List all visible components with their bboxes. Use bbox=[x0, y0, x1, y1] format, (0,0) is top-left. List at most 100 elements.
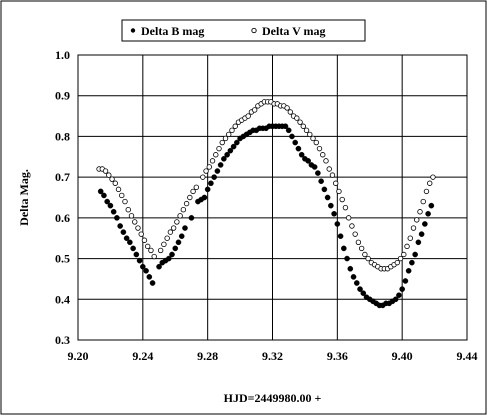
delta-b-point bbox=[149, 280, 156, 286]
delta-b-point bbox=[334, 221, 341, 227]
delta-v-point bbox=[132, 219, 138, 225]
delta-b-point bbox=[402, 278, 409, 284]
delta-b-point bbox=[97, 188, 104, 195]
x-tick-label: 9.24 bbox=[132, 349, 153, 363]
delta-v-point bbox=[316, 145, 323, 152]
delta-b-point bbox=[146, 274, 153, 280]
delta-v-point bbox=[417, 209, 423, 215]
delta-b-point bbox=[143, 267, 149, 274]
delta-v-point bbox=[251, 107, 258, 113]
delta-v-point bbox=[430, 174, 436, 180]
delta-v-point bbox=[213, 152, 219, 158]
delta-b-point bbox=[188, 215, 195, 221]
delta-b-point bbox=[178, 233, 185, 239]
delta-v-point bbox=[339, 196, 345, 203]
delta-b-point bbox=[360, 290, 367, 296]
delta-b-point bbox=[295, 145, 302, 152]
delta-b-point bbox=[353, 280, 360, 286]
delta-b-point bbox=[282, 123, 289, 130]
delta-v-point bbox=[203, 168, 209, 174]
delta-b-point bbox=[415, 239, 422, 246]
x-tick-label: 9.20 bbox=[68, 349, 89, 363]
delta-v-point bbox=[349, 223, 355, 229]
y-tick-label: 0.4 bbox=[55, 292, 70, 306]
delta-b-point bbox=[399, 286, 405, 292]
delta-v-point bbox=[157, 247, 164, 254]
delta-b-point bbox=[204, 186, 211, 193]
delta-v-point bbox=[404, 243, 410, 250]
delta-b-point bbox=[182, 225, 188, 231]
delta-v-point bbox=[336, 188, 342, 195]
delta-v-point bbox=[329, 172, 336, 178]
x-tick-label: 9.44 bbox=[457, 349, 478, 363]
legend-label-delta-v: Delta V mag bbox=[262, 24, 326, 38]
delta-v-point bbox=[125, 207, 131, 213]
delta-b-point bbox=[428, 202, 435, 209]
delta-v-point bbox=[122, 198, 128, 205]
y-tick-label: 0.8 bbox=[55, 129, 70, 143]
delta-v-point bbox=[174, 219, 180, 225]
delta-b-point bbox=[311, 164, 318, 170]
delta-v-point bbox=[226, 131, 232, 138]
delta-v-point bbox=[303, 127, 310, 134]
delta-v-point bbox=[170, 225, 177, 231]
delta-v-point bbox=[190, 188, 196, 195]
delta-b-point bbox=[324, 194, 331, 201]
delta-b-point bbox=[350, 274, 357, 280]
delta-v-point bbox=[141, 237, 148, 243]
x-axis-title: HJD=2449980.00 + bbox=[224, 391, 322, 405]
delta-v-point bbox=[187, 194, 193, 201]
delta-b-point bbox=[110, 208, 117, 215]
delta-b-point bbox=[123, 235, 130, 242]
delta-v-point bbox=[200, 174, 206, 180]
delta-b-point bbox=[412, 251, 418, 258]
delta-v-point bbox=[355, 239, 362, 245]
delta-v-point bbox=[148, 247, 154, 254]
delta-v-point bbox=[138, 231, 144, 237]
delta-v-point bbox=[216, 145, 222, 152]
delta-b-point bbox=[392, 296, 399, 303]
delta-b-point bbox=[140, 263, 146, 270]
delta-b-point bbox=[133, 251, 140, 258]
delta-b-point bbox=[130, 245, 136, 252]
delta-b-point bbox=[357, 286, 363, 292]
delta-v-point bbox=[112, 180, 118, 186]
delta-b-point bbox=[418, 231, 425, 237]
delta-v-point bbox=[362, 251, 368, 258]
delta-b-point bbox=[117, 223, 123, 229]
delta-b-point bbox=[120, 229, 127, 235]
delta-b-point bbox=[318, 178, 324, 185]
delta-v-point bbox=[294, 115, 300, 121]
delta-b-point bbox=[422, 221, 428, 227]
delta-v-point bbox=[320, 152, 326, 158]
delta-v-point bbox=[414, 217, 420, 223]
delta-b-point bbox=[396, 292, 402, 299]
delta-v-point bbox=[410, 225, 417, 231]
delta-b-point bbox=[234, 139, 240, 146]
delta-b-point bbox=[328, 202, 334, 209]
delta-v-point bbox=[358, 245, 365, 252]
y-axis-title: Delta Mag. bbox=[17, 169, 31, 226]
delta-v-point bbox=[313, 139, 319, 146]
delta-b-point bbox=[347, 265, 354, 272]
delta-b-point bbox=[405, 267, 412, 274]
delta-v-point bbox=[222, 135, 229, 142]
x-tick-labels: 9.20 9.24 9.28 9.32 9.36 9.40 9.44 bbox=[68, 349, 478, 363]
x-tick-label: 9.36 bbox=[327, 349, 348, 363]
delta-b-point bbox=[331, 210, 337, 217]
delta-b-point bbox=[292, 139, 298, 146]
delta-b-point bbox=[305, 158, 311, 164]
delta-v-point bbox=[342, 204, 349, 211]
delta-b-point bbox=[217, 162, 224, 168]
delta-b-point bbox=[315, 170, 321, 176]
delta-v-point bbox=[102, 168, 109, 174]
y-tick-label: 0.3 bbox=[55, 333, 70, 347]
delta-v-point bbox=[333, 180, 339, 186]
delta-v-point bbox=[310, 135, 316, 142]
delta-b-point bbox=[341, 245, 347, 252]
y-tick-label: 0.5 bbox=[55, 252, 70, 266]
delta-b-point bbox=[409, 259, 415, 266]
delta-b-point bbox=[211, 174, 217, 180]
